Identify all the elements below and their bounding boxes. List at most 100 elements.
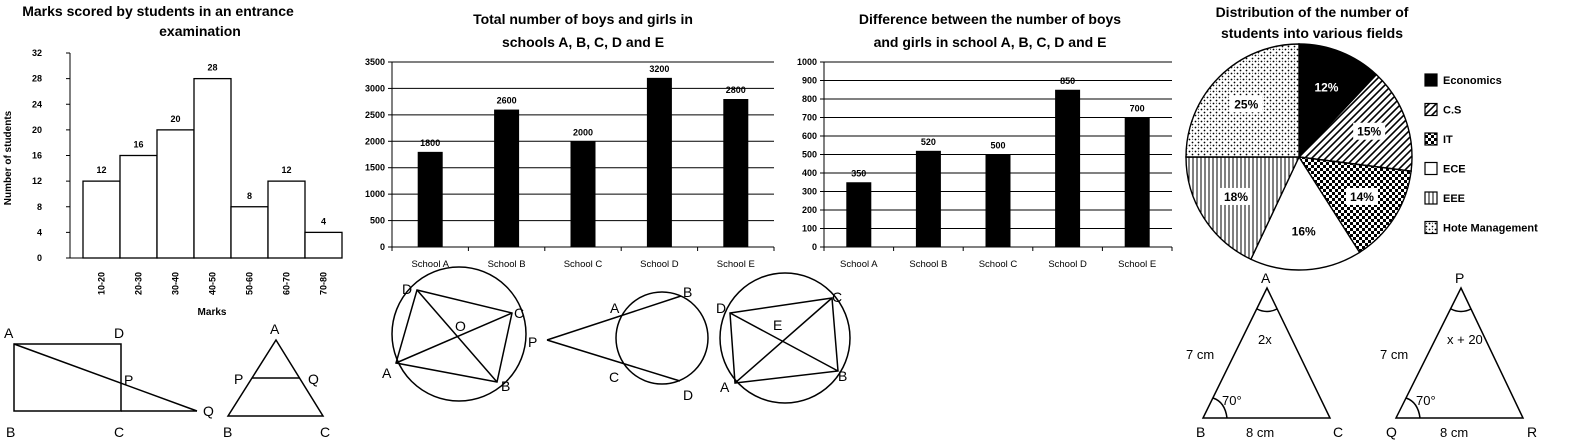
- pie-label-backing: [1345, 187, 1378, 205]
- c2-value-label: 2800: [726, 85, 746, 95]
- chart3-title-line1: Difference between the number of boys: [859, 11, 1121, 27]
- c3-ytick-label: 200: [802, 205, 817, 215]
- legend-swatch: [1424, 102, 1438, 117]
- tri-label-c: C: [320, 424, 330, 440]
- angle-arc-p: [1450, 308, 1472, 313]
- chart1-category-labels: 10-20 20-30 30-40 40-50 50-60 60-70 70-80: [97, 272, 329, 295]
- pie-slice: [1298, 43, 1378, 159]
- c2-category-label: School C: [564, 259, 603, 270]
- chart2-value-labels: 1800 2600 2000 3200 2800: [420, 64, 746, 148]
- c2-category-label: School A: [411, 259, 449, 270]
- pie-slice-labels: 12% 15% 14% 16% 18% 25%: [1220, 81, 1386, 238]
- t1-angle-b: 70°: [1222, 393, 1242, 408]
- c3-ytick-label: 900: [802, 76, 817, 86]
- chart1-ytick-label: 8: [37, 202, 42, 212]
- chart1-value-label: 16: [133, 140, 143, 150]
- t2-angle-q: 70°: [1416, 393, 1436, 408]
- c2-ytick-label: 3000: [365, 83, 385, 93]
- t1-label-b: B: [1196, 424, 1205, 440]
- angle-arc-a: [1256, 308, 1278, 313]
- rc-label-c: C: [832, 289, 842, 305]
- triangle-abc: [1201, 286, 1332, 419]
- diag-ac: [395, 312, 513, 364]
- t1-side-bc: 8 cm: [1246, 425, 1274, 440]
- label-p: P: [124, 372, 133, 388]
- label-b: B: [6, 424, 15, 440]
- t2-side-qr: 8 cm: [1440, 425, 1468, 440]
- chart1-bars: [82, 77, 343, 259]
- c3-category-label: School C: [979, 259, 1018, 270]
- t2-angle-p: x + 20: [1447, 332, 1483, 347]
- chart1-category-label: 60-70: [282, 272, 292, 295]
- sec-label-a: A: [610, 300, 620, 316]
- c3-value-label: 700: [1130, 104, 1145, 114]
- c3-ytick-label: 500: [802, 150, 817, 160]
- c2-value-label: 1800: [420, 138, 440, 148]
- triangle-pq-labels: A P Q B C: [223, 321, 330, 440]
- angle-arc-q: [1405, 397, 1421, 419]
- c2-category-label: School B: [488, 259, 526, 270]
- secant-pab: [546, 295, 682, 341]
- chart1-ytick-label: 16: [32, 151, 42, 161]
- marks-histogram: Marks scored by students in an entrance …: [3, 3, 343, 318]
- rc-label-d: D: [716, 300, 726, 316]
- c2-category-label: School E: [717, 259, 755, 270]
- chart1-ytick-label: 24: [32, 99, 42, 109]
- chart1-category-label: 20-30: [134, 272, 144, 295]
- chart1-value-labels: 12 16 20 28 8 12 4: [96, 63, 326, 227]
- c2-ytick-label: 500: [370, 216, 385, 226]
- c2-bar: [417, 151, 443, 247]
- triangle-pq-figure: [226, 338, 325, 417]
- chart3-bars: [846, 89, 1150, 247]
- legend-label: EEE: [1443, 193, 1465, 205]
- pie-slice-label: 18%: [1224, 190, 1248, 204]
- circle-e: [719, 272, 851, 404]
- t2-label-r: R: [1527, 424, 1537, 440]
- diagonal-aq: [13, 343, 198, 412]
- c2-ytick-label: 1000: [365, 189, 385, 199]
- diag-db-inscribed: [729, 312, 839, 372]
- c2-value-label: 3200: [649, 64, 669, 74]
- chart3-value-labels: 350 520 500 850 700: [851, 76, 1144, 179]
- chart1-title-line1: Marks scored by students in an entrance: [22, 3, 294, 19]
- legend-swatch: [1424, 132, 1438, 146]
- chart1-ytick-label: 28: [32, 74, 42, 84]
- legend-swatch: [1424, 73, 1438, 87]
- total-students-chart: Total number of boys and girls in school…: [365, 11, 775, 270]
- tri-label-b: B: [223, 424, 232, 440]
- rect-circle-figure: [719, 272, 851, 404]
- triangle-abc-figure: [1201, 286, 1332, 419]
- cq-label-c: C: [514, 305, 524, 321]
- tri-label-a: A: [270, 321, 280, 337]
- secant-pcd: [546, 339, 681, 382]
- diag-db: [416, 289, 498, 383]
- pie-slice: [1249, 155, 1361, 271]
- cyclic-quad-labels: D C O A B: [382, 281, 524, 394]
- c2-ytick-label: 2000: [365, 136, 385, 146]
- diag-ac-inscribed: [734, 297, 833, 384]
- c3-bar: [1124, 117, 1150, 247]
- chart1-value-label: 8: [247, 191, 252, 201]
- t2-label-q: Q: [1386, 424, 1397, 440]
- label-c: C: [114, 424, 124, 440]
- pie-slice-label: 14%: [1350, 190, 1374, 204]
- sec-label-c: C: [609, 369, 619, 385]
- circle-secants: [615, 291, 709, 385]
- c3-category-label: School B: [909, 259, 947, 270]
- triangle-pqr: [1394, 286, 1525, 419]
- chart1-ytick-label: 0: [37, 253, 42, 263]
- chart1-category-label: 30-40: [171, 272, 181, 295]
- c3-value-label: 350: [851, 168, 866, 178]
- pie-slice-label: 25%: [1234, 97, 1258, 111]
- legend-swatch: [1424, 220, 1438, 235]
- c3-ytick-label: 0: [812, 242, 817, 252]
- tri-label-p: P: [234, 371, 243, 387]
- secants-figure: [546, 291, 709, 385]
- c3-category-label: School E: [1118, 259, 1156, 270]
- c3-ytick-label: 400: [802, 168, 817, 178]
- chart1-category-label: 70-80: [319, 272, 329, 295]
- chart1-bar: [267, 180, 306, 259]
- sec-label-p: P: [528, 334, 537, 350]
- sec-label-b: B: [683, 284, 692, 300]
- rectangle-abcd: [13, 343, 122, 412]
